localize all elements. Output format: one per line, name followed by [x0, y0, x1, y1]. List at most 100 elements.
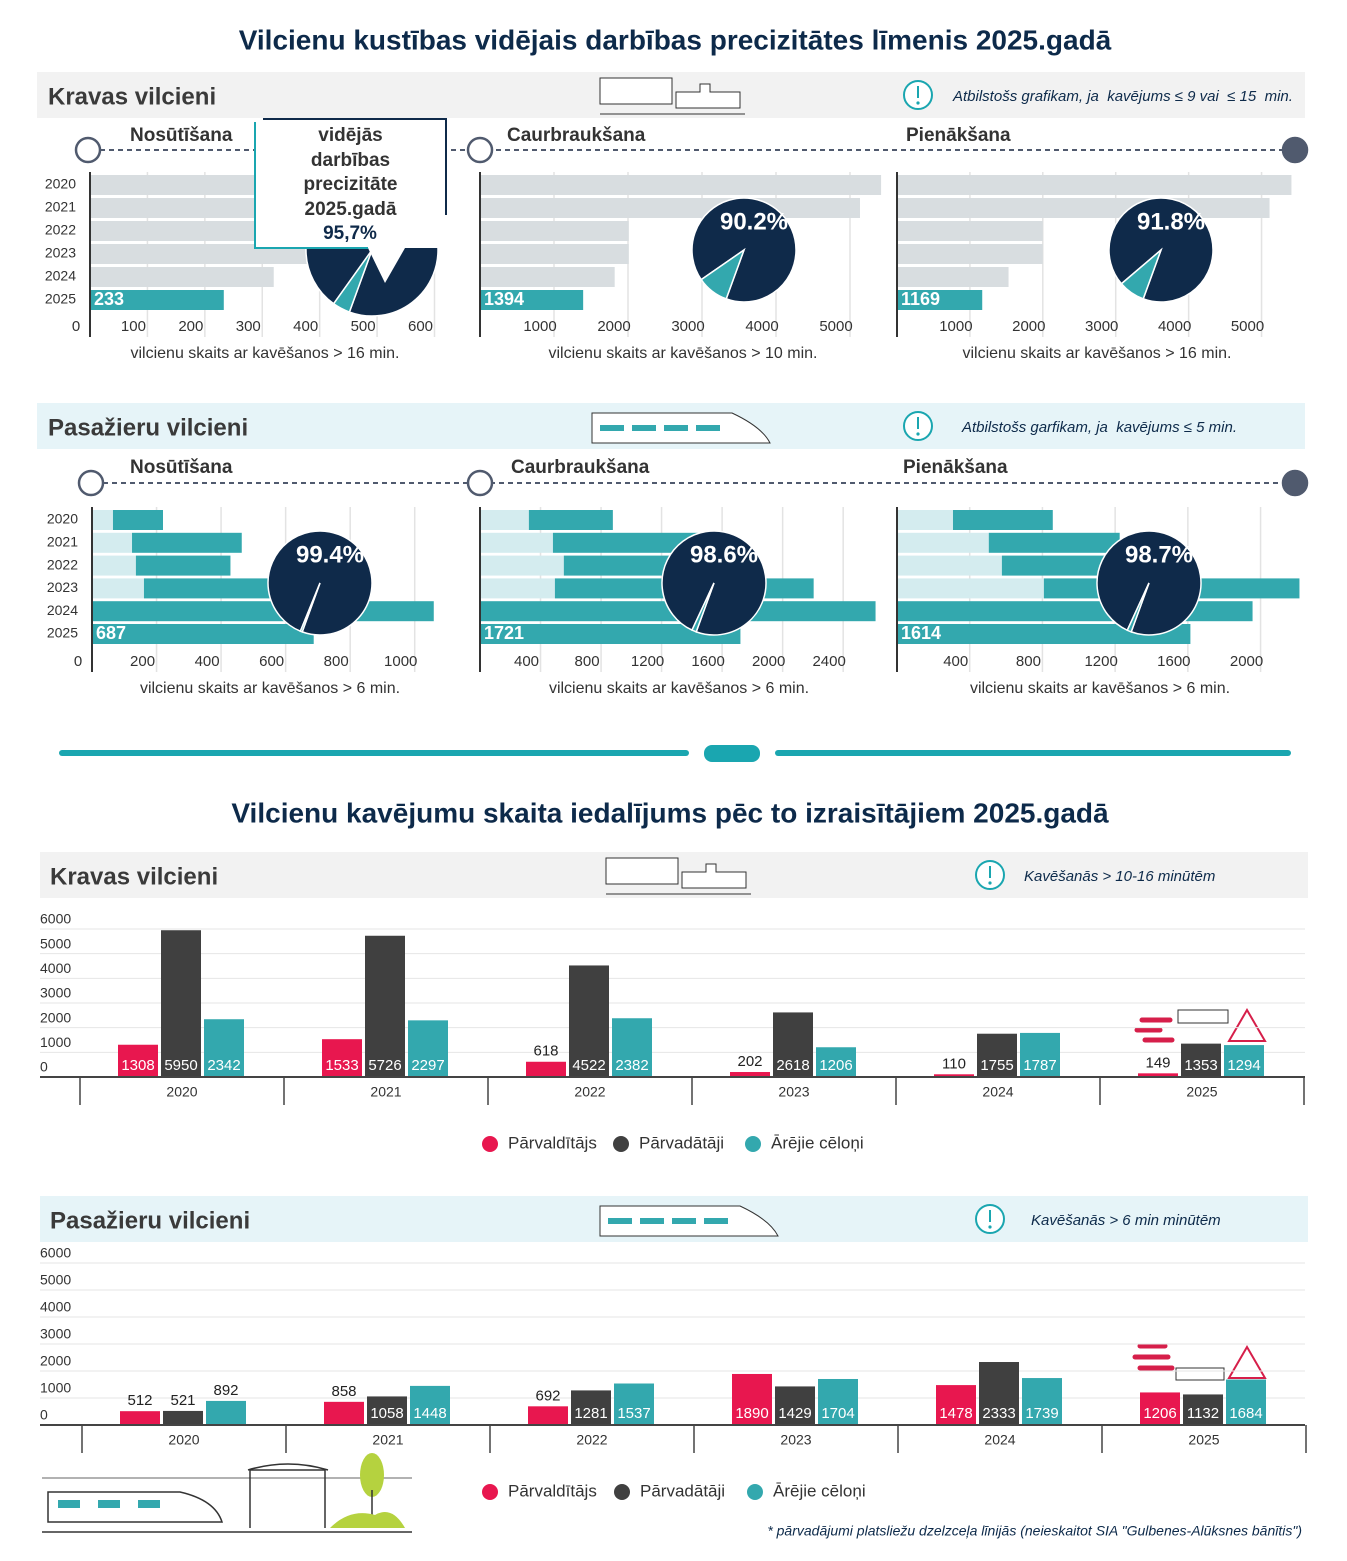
bar	[92, 555, 136, 576]
legend-label: Pārvaldītājs	[508, 1481, 597, 1500]
x-tick-label: 600	[408, 318, 433, 335]
data-label: 1448	[413, 1405, 446, 1422]
x-tick-label: 1200	[1084, 653, 1117, 670]
stage-label: Nosūtīšana	[130, 125, 233, 146]
pie-slice	[661, 530, 767, 636]
x-tick-label: 1000	[384, 653, 417, 670]
bar	[92, 510, 113, 530]
bar	[528, 510, 613, 530]
data-label: 1890	[735, 1405, 768, 1422]
x-tick-label: 2000	[1230, 653, 1263, 670]
data-label: 1755	[980, 1057, 1013, 1074]
data-label: 512	[127, 1392, 152, 1409]
bar	[324, 1401, 364, 1425]
pie-slice	[690, 582, 715, 633]
bar	[897, 175, 1292, 195]
data-label: 4522	[572, 1057, 605, 1074]
y-tick-label: 6000	[40, 1245, 71, 1261]
section-title: Pasažieru vilcieni	[50, 1207, 250, 1234]
legend-marker	[747, 1484, 763, 1500]
bar	[897, 267, 1009, 287]
x-tick-label: 2025	[1186, 1084, 1217, 1100]
x-axis-label: vilcienu skaits ar kavēšanos > 10 min.	[548, 345, 817, 362]
legend-label: Pārvadātāji	[639, 1133, 724, 1152]
bar	[480, 244, 629, 264]
train-icon	[605, 857, 679, 885]
bar	[528, 1406, 568, 1425]
data-label: 1787	[1023, 1057, 1056, 1074]
y-tick-label: 2024	[47, 602, 78, 618]
data-label: 1206	[1143, 1405, 1176, 1422]
y-tick-label: 2020	[47, 511, 78, 527]
data-label: 5950	[164, 1057, 197, 1074]
data-label: 858	[331, 1383, 356, 1400]
bar	[90, 267, 274, 287]
bar	[897, 532, 989, 553]
x-tick-label: 400	[514, 653, 539, 670]
y-tick-label: 2000	[40, 1009, 71, 1025]
bar	[480, 290, 584, 310]
x-axis-label: vilcienu skaits ar kavēšanos > 6 min.	[549, 680, 809, 697]
y-tick-label: 2025	[45, 291, 76, 307]
pie-slice	[1120, 247, 1163, 300]
train-icon	[664, 425, 688, 431]
y-tick-label: 2020	[45, 176, 76, 192]
x-tick-label: 400	[293, 318, 318, 335]
bar	[526, 1061, 566, 1077]
y-tick-label: 2023	[45, 245, 76, 261]
legend-label: Ārējie cēloņi	[773, 1481, 866, 1500]
y-tick-label: 4000	[40, 960, 71, 976]
y-tick-label: 2023	[47, 579, 78, 595]
bar	[552, 532, 700, 553]
bar	[732, 1373, 772, 1425]
data-label: 618	[533, 1043, 558, 1060]
callout-text: vidējās darbības precizitāte 2025.gadā	[303, 125, 398, 220]
x-tick-label: 300	[236, 318, 261, 335]
legend-marker	[745, 1136, 761, 1152]
y-tick-label: 5000	[40, 1272, 71, 1288]
bar	[1020, 1032, 1060, 1077]
illustration	[42, 1453, 412, 1533]
x-tick-label: 2020	[168, 1432, 199, 1448]
train-icon	[675, 83, 741, 109]
data-label: 1614	[901, 623, 941, 643]
train-icon	[640, 1218, 664, 1224]
data-label: 521	[170, 1392, 195, 1409]
title: Vilcienu kavējumu skaita iedalījums pēc …	[231, 797, 1109, 828]
y-tick-label: 1000	[40, 1034, 71, 1050]
x-tick-label: 800	[575, 653, 600, 670]
train-icon	[599, 77, 673, 105]
x-tick-label: 2020	[166, 1084, 197, 1100]
x-tick-label: 2400	[812, 653, 845, 670]
x-tick-label: 2022	[576, 1432, 607, 1448]
y-tick-label: 0	[40, 1059, 48, 1075]
info-icon	[916, 101, 920, 105]
info-icon	[916, 432, 920, 436]
data-label: 202	[737, 1053, 762, 1070]
bar	[92, 601, 434, 622]
bar	[897, 198, 1270, 218]
bar	[161, 930, 201, 1077]
section-note: Atbilstošs garfikam, ja kavējums ≤ 5 min…	[961, 419, 1237, 436]
data-label: 1704	[821, 1405, 854, 1422]
bar	[120, 1411, 160, 1425]
bar	[612, 1018, 652, 1077]
y-tick-label: 4000	[40, 1299, 71, 1315]
bar	[480, 175, 882, 195]
bar	[818, 1378, 858, 1425]
y-tick-label: 1000	[40, 1380, 71, 1396]
bar	[480, 555, 564, 576]
x-tick-label: 2023	[778, 1084, 809, 1100]
x-tick-label: 400	[943, 653, 968, 670]
train-icon	[696, 425, 720, 431]
bar	[614, 1383, 654, 1425]
data-label: 1429	[778, 1405, 811, 1422]
bar	[897, 555, 1002, 576]
bar	[480, 198, 860, 218]
bar	[112, 510, 163, 530]
pie-slice	[299, 582, 321, 633]
pie-label: 99.4%	[296, 541, 364, 568]
stage-label: Caurbraukšana	[511, 457, 650, 478]
callout-text: vidējās darbības precizitāte 2025.gadā	[255, 124, 446, 222]
x-tick-label: 2021	[370, 1084, 401, 1100]
